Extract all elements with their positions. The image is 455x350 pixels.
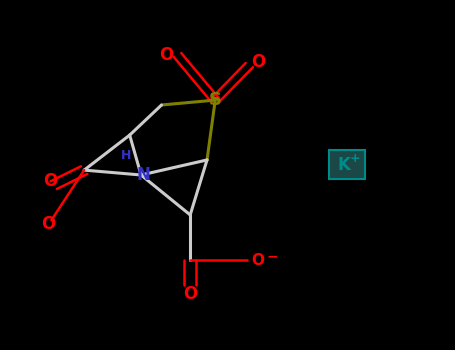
Text: O: O — [43, 172, 57, 190]
Text: K: K — [337, 155, 350, 174]
Text: S: S — [209, 91, 222, 109]
Text: O: O — [183, 285, 197, 303]
Text: O: O — [159, 46, 173, 64]
Text: O: O — [252, 253, 265, 267]
Text: +: + — [349, 152, 360, 165]
Text: O: O — [251, 53, 266, 71]
Text: N: N — [136, 166, 150, 184]
Text: O: O — [40, 215, 55, 233]
Text: −: − — [266, 250, 278, 264]
Text: H: H — [121, 149, 131, 162]
FancyBboxPatch shape — [329, 150, 365, 179]
